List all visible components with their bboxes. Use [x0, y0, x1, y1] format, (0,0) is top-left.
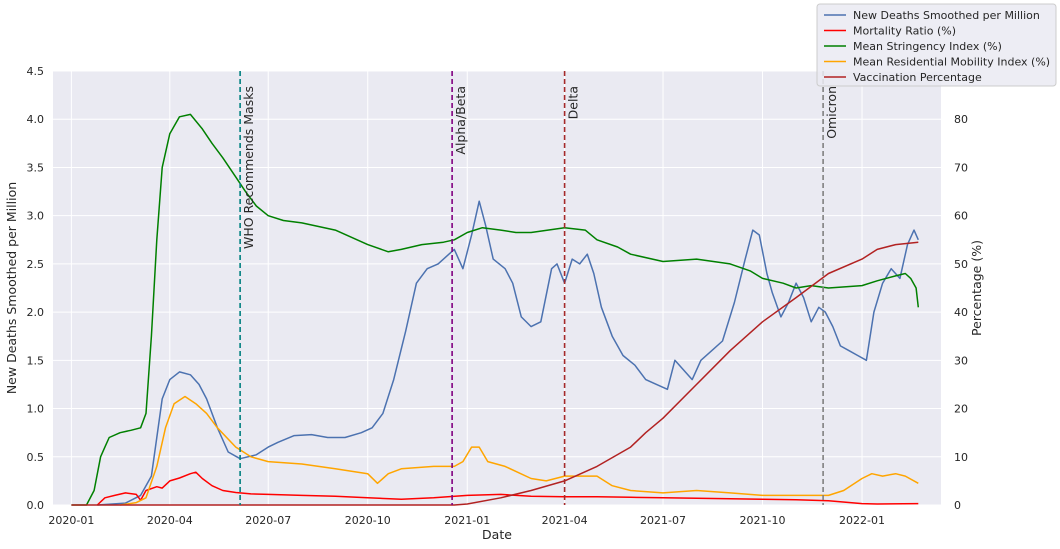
- y-axis-right-label: Percentage (%): [969, 240, 984, 336]
- y-right-tick-label: 30: [954, 354, 968, 367]
- legend-label-vaccination-percentage: Vaccination Percentage: [853, 71, 982, 84]
- y-left-tick-label: 3.0: [27, 210, 45, 223]
- x-tick-label: 2022-01: [839, 514, 885, 527]
- y-right-tick-label: 20: [954, 403, 968, 416]
- y-left-tick-label: 4.0: [27, 113, 45, 126]
- y-left-tick-label: 2.0: [27, 306, 45, 319]
- x-tick-label: 2020-04: [147, 514, 193, 527]
- y-right-tick-label: 70: [954, 161, 968, 174]
- x-tick-label: 2021-07: [640, 514, 686, 527]
- event-label-omicron: Omicron: [824, 86, 839, 139]
- x-tick-label: 2020-10: [345, 514, 391, 527]
- series-line-mean-stringency-index: [71, 113, 920, 506]
- y-right-tick-label: 0: [954, 499, 961, 512]
- event-label-delta: Delta: [566, 86, 581, 119]
- x-tick-label: 2021-10: [740, 514, 786, 527]
- series-lines: [71, 113, 920, 506]
- y-right-tick-label: 80: [954, 113, 968, 126]
- x-tick-label: 2020-07: [245, 514, 291, 527]
- y-right-tick-label: 60: [954, 210, 968, 223]
- x-tick-label: 2021-01: [444, 514, 490, 527]
- y-right-tick-label: 40: [954, 306, 968, 319]
- grid: [53, 70, 941, 506]
- plot-background: [53, 71, 941, 505]
- x-tick-label: 2020-01: [48, 514, 94, 527]
- y-axis-right-ticks: 0 10 20 30 40 50 60 70 80: [954, 113, 968, 512]
- legend-label-mean-stringency-index: Mean Stringency Index (%): [853, 40, 1002, 53]
- y-left-tick-label: 1.0: [27, 403, 45, 416]
- legend-label-new-deaths-smoothed-per-million: New Deaths Smoothed per Million: [853, 9, 1040, 22]
- y-right-tick-label: 10: [954, 451, 968, 464]
- x-tick-label: 2021-04: [542, 514, 588, 527]
- x-axis-ticks: 2020-01 2020-04 2020-07 2020-10 2021-01 2021-…: [48, 514, 885, 527]
- series-line-mean-residential-mobility-index: [119, 395, 919, 506]
- y-left-tick-label: 4.5: [27, 65, 45, 78]
- y-left-tick-label: 3.5: [27, 161, 45, 174]
- legend-label-mean-residential-mobility-index: Mean Residential Mobility Index (%): [853, 56, 1050, 69]
- y-left-tick-label: 0.0: [27, 499, 45, 512]
- event-label-who-recommends-masks: WHO Recommends Masks: [241, 86, 256, 249]
- legend-box: [816, 3, 1057, 87]
- legend: New Deaths Smoothed per Million Mortality…: [816, 3, 1057, 87]
- y-left-tick-label: 2.5: [27, 258, 45, 271]
- series-line-new-deaths-smoothed-per-million: [97, 200, 919, 506]
- y-axis-left-ticks: 0.0 0.5 1.0 1.5 2.0 2.5 3.0 3.5 4.0 4.5: [27, 65, 45, 512]
- legend-label-mortality-ratio: Mortality Ratio (%): [853, 25, 956, 38]
- y-axis-left-label: New Deaths Smoothed per Million: [4, 182, 19, 394]
- y-left-tick-label: 1.5: [27, 354, 45, 367]
- x-axis-label: Date: [482, 527, 512, 542]
- event-label-alpha-beta: Alpha/Beta: [453, 86, 468, 155]
- event-markers: WHO Recommends Masks Alpha/Beta Delta Omicr…: [239, 71, 839, 505]
- y-left-tick-label: 0.5: [27, 451, 45, 464]
- y-right-tick-label: 50: [954, 258, 968, 271]
- series-line-vaccination-percentage: [71, 241, 919, 506]
